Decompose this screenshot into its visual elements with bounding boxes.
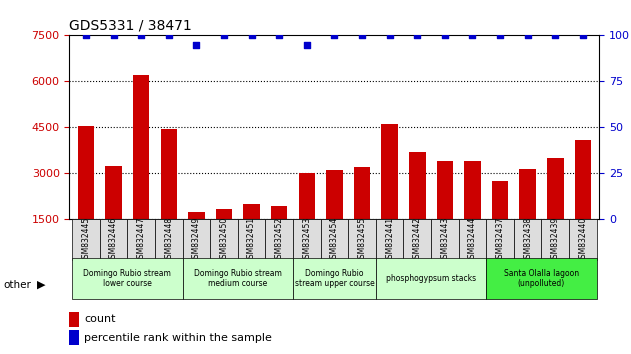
Text: GSM832439: GSM832439 [551,217,560,263]
Text: GSM832441: GSM832441 [385,217,394,263]
Bar [437,161,453,266]
Bar [155,219,182,260]
Text: GSM832455: GSM832455 [358,217,367,263]
Bar [409,152,425,266]
Bar [376,219,403,260]
Bar [321,219,348,260]
Text: ▶: ▶ [37,280,45,290]
Point [219,33,229,38]
Text: phosphogypsum stacks: phosphogypsum stacks [386,274,476,283]
Text: GSM832453: GSM832453 [302,217,311,263]
Bar [69,330,79,345]
Text: other: other [3,280,31,290]
Bar [547,158,563,266]
Point [329,33,339,38]
Bar [238,219,266,260]
Bar [100,219,127,260]
Bar [182,219,210,260]
Point [247,33,257,38]
Bar [188,212,204,266]
Bar [244,204,260,266]
Bar [403,219,431,260]
Bar [105,166,122,266]
Bar [459,219,487,260]
Bar [182,258,293,299]
Text: GSM832437: GSM832437 [495,217,505,263]
Point [578,33,588,38]
Text: Santa Olalla lagoon
(unpolluted): Santa Olalla lagoon (unpolluted) [504,269,579,289]
Text: Domingo Rubio stream
lower course: Domingo Rubio stream lower course [83,269,172,289]
Bar [348,219,376,260]
Bar [69,312,79,327]
Text: GSM832442: GSM832442 [413,217,422,263]
Text: Domingo Rubio stream
medium course: Domingo Rubio stream medium course [194,269,282,289]
Text: GSM832448: GSM832448 [164,217,174,263]
Bar [487,219,514,260]
Bar [298,173,315,266]
Bar [569,219,597,260]
Point [384,33,395,38]
Bar [464,161,481,266]
Bar [541,219,569,260]
Point [164,33,174,38]
Point [191,42,201,47]
Text: GSM832444: GSM832444 [468,217,477,263]
Bar [514,219,541,260]
Bar [216,209,232,266]
Text: GSM832443: GSM832443 [440,217,449,263]
Bar [133,75,150,266]
Text: count: count [85,314,115,324]
Bar [492,181,509,266]
Bar [293,258,376,299]
Text: Domingo Rubio
stream upper course: Domingo Rubio stream upper course [295,269,374,289]
Bar [293,219,321,260]
Point [109,33,119,38]
Point [440,33,450,38]
Point [468,33,478,38]
Text: GSM832454: GSM832454 [330,217,339,263]
Bar [381,124,398,266]
Text: percentile rank within the sample: percentile rank within the sample [85,332,272,343]
Bar [354,167,370,266]
Bar [431,219,459,260]
Text: GSM832449: GSM832449 [192,217,201,263]
Text: GSM832438: GSM832438 [523,217,532,263]
Text: GSM832451: GSM832451 [247,217,256,263]
Text: GSM832447: GSM832447 [137,217,146,263]
Bar [78,126,94,266]
Point [81,33,91,38]
Bar [210,219,238,260]
Point [357,33,367,38]
Text: GSM832450: GSM832450 [220,217,228,263]
Point [274,33,284,38]
Bar [271,206,288,266]
Bar [326,170,343,266]
Bar [72,258,182,299]
Bar [127,219,155,260]
Bar [487,258,597,299]
Bar [72,219,100,260]
Text: GSM832440: GSM832440 [579,217,587,263]
Text: GSM832445: GSM832445 [81,217,90,263]
Text: GSM832446: GSM832446 [109,217,118,263]
Text: GDS5331 / 38471: GDS5331 / 38471 [69,19,192,33]
Point [412,33,422,38]
Point [136,33,146,38]
Bar [160,129,177,266]
Bar [575,140,591,266]
Bar [266,219,293,260]
Point [522,33,533,38]
Point [495,33,505,38]
Point [302,42,312,47]
Bar [519,169,536,266]
Point [550,33,560,38]
Text: GSM832452: GSM832452 [274,217,284,263]
Bar [376,258,487,299]
